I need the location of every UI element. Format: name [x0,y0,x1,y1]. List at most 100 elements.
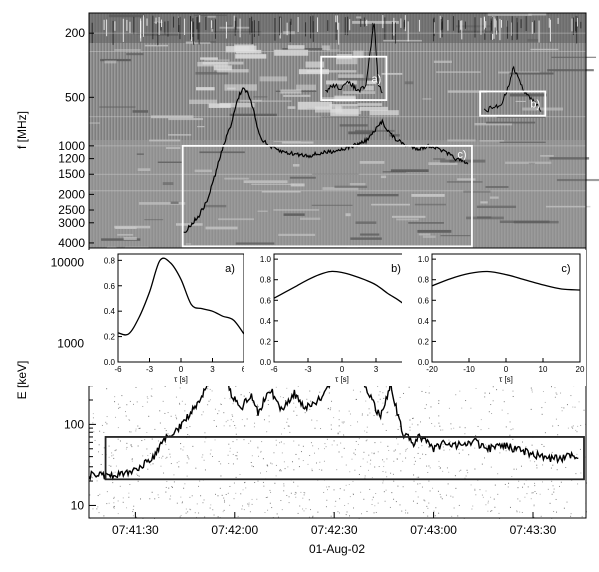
hxr-dot [126,507,128,509]
hxr-dot [480,429,482,431]
hxr-dot [214,439,216,441]
hxr-dot [117,427,119,429]
hxr-dot [486,445,488,447]
hxr-dot [553,488,555,490]
hxr-dot [337,432,339,434]
hxr-dot [394,415,396,417]
spectrogram-tick-noise [407,21,409,42]
spectrogram-noise [89,13,599,250]
spectrogram-streak [114,49,141,51]
hxr-dot [128,496,130,498]
hxr-dot [340,442,342,444]
hxr-dot [336,469,338,471]
spectrogram-tick-noise [490,22,492,40]
spectrogram-tick-noise [310,16,312,39]
hxr-dot [96,480,98,482]
hxr-dot [249,392,251,394]
hxr-dot [343,421,345,423]
hxr-dot [373,453,375,455]
hxr-dot [465,475,467,477]
hxr-dot [379,391,381,393]
hxr-dot [428,392,430,394]
spectrogram-streak [339,124,368,127]
inset-ytick-label: 0.8 [104,256,116,265]
hxr-dot [343,434,345,436]
hxr-dot [398,413,400,415]
spectrogram-streak [433,158,446,160]
hxr-dot [183,446,185,448]
spectrogram-tick-noise [335,22,337,40]
hxr-dot [280,441,282,443]
hxr-dot [553,491,555,493]
hxr-dot [439,467,441,469]
hxr-dot [541,413,543,415]
hxr-dot [187,511,189,513]
spectrogram-streak [499,220,550,224]
hxr-dot [366,461,368,463]
hxr-dot [470,407,472,409]
hxr-dot [446,467,448,469]
hxr-dot [385,386,387,388]
hxr-dot [427,507,429,509]
inset-ytick-label: 0.6 [104,282,116,291]
hxr-dot [382,459,384,461]
spectrogram-streak [528,13,547,16]
hxr-dot [166,456,168,458]
hxr-dot [354,469,356,471]
hxr-dot [311,419,313,421]
spectrogram-streak [408,222,444,224]
inset-frame [431,253,581,363]
spectrogram-tick-noise [286,22,288,36]
hxr-dot [168,448,170,450]
spectrogram-streak [383,39,422,42]
inset-ytick-label: 0.4 [104,307,116,316]
hxr-dot [366,431,368,433]
hxr-dot [142,405,144,407]
hxr-dot [490,510,492,512]
spectrogram-streak [207,15,216,18]
hxr-dot [422,453,424,455]
hxr-dot [192,445,194,447]
hxr-dot [97,495,99,497]
hxr-dot [555,392,557,394]
hxr-dot [163,472,165,474]
time-tick-label: 07:42:30 [311,523,358,537]
hxr-dot [229,398,231,400]
hxr-dot [294,491,296,493]
inset-xtick-label: 0 [504,365,509,374]
hxr-dot [317,448,319,450]
hxr-dot [426,505,428,507]
hxr-dot [451,515,453,517]
hxr-dot [150,464,152,466]
hxr-dot [265,496,267,498]
hxr-dot [351,458,353,460]
spectrogram-streak [411,193,445,197]
hxr-dot [189,496,191,498]
hxr-dot [306,398,308,400]
spectrogram-streak [204,59,230,61]
spectrogram-tick-noise [441,22,443,38]
spectrogram-streak [126,53,144,56]
spectrogram-tick-noise [190,21,192,42]
hxr-dot [294,493,296,495]
hxr-dot [176,502,178,504]
hxr-dot [407,512,409,514]
hxr-dot [112,472,114,474]
hxr-dot [549,502,551,504]
spectrogram-tick-noise [493,16,495,39]
hxr-dot [331,400,333,402]
hxr-dot [390,472,392,474]
spectrogram-tick-noise [511,22,513,36]
hxr-dot [94,439,96,441]
hxr-dot [512,438,514,440]
hxr-dot [105,421,107,423]
spectrogram-tick-noise [173,16,175,28]
hxr-dot [181,502,183,504]
hxr-dot [154,498,156,500]
spectrogram-streak [440,235,471,237]
hxr-dot [484,396,486,398]
hxr-dot [173,474,175,476]
inset-ytick-label: 0.2 [260,337,272,346]
spectrogram-streak [197,126,205,128]
hxr-dot [337,433,339,435]
